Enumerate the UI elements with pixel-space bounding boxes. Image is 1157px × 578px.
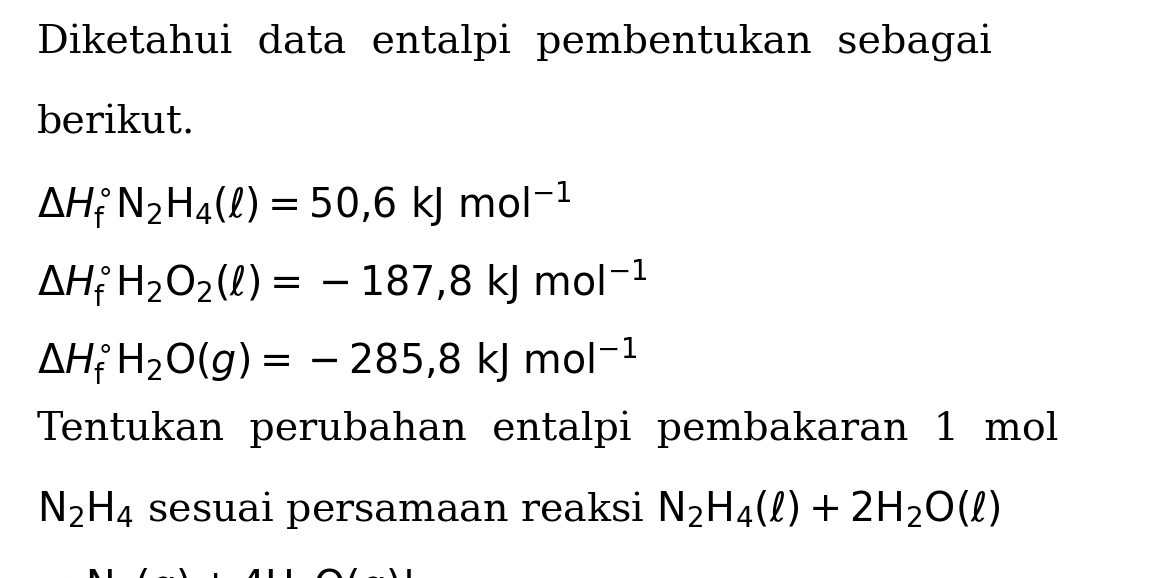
Text: berikut.: berikut.: [37, 104, 196, 141]
Text: $\Delta H_{\mathrm{f}}^{\circ}\mathrm{H_2O}(g) = -285{,}8\ \mathrm{kJ\ mol}^{-1}: $\Delta H_{\mathrm{f}}^{\circ}\mathrm{H_…: [37, 335, 638, 387]
Text: $\mathrm{N_2H_4}$ sesuai persamaan reaksi $\mathrm{N_2H_4}(\ell) + 2\mathrm{H_2O: $\mathrm{N_2H_4}$ sesuai persamaan reaks…: [37, 488, 1001, 531]
Text: $\rightarrow \mathrm{N_2}(g) + 4\mathrm{H_2O}(g)!$: $\rightarrow \mathrm{N_2}(g) + 4\mathrm{…: [37, 566, 412, 578]
Text: Tentukan  perubahan  entalpi  pembakaran  1  mol: Tentukan perubahan entalpi pembakaran 1 …: [37, 410, 1059, 448]
Text: Diketahui  data  entalpi  pembentukan  sebagai: Diketahui data entalpi pembentukan sebag…: [37, 24, 992, 62]
Text: $\Delta H_{\mathrm{f}}^{\circ}\mathrm{H_2O_2}(\ell) = -187{,}8\ \mathrm{kJ\ mol}: $\Delta H_{\mathrm{f}}^{\circ}\mathrm{H_…: [37, 257, 648, 309]
Text: $\Delta H_{\mathrm{f}}^{\circ}\mathrm{N_2H_4}(\ell) = 50{,}6\ \mathrm{kJ\ mol}^{: $\Delta H_{\mathrm{f}}^{\circ}\mathrm{N_…: [37, 179, 572, 231]
